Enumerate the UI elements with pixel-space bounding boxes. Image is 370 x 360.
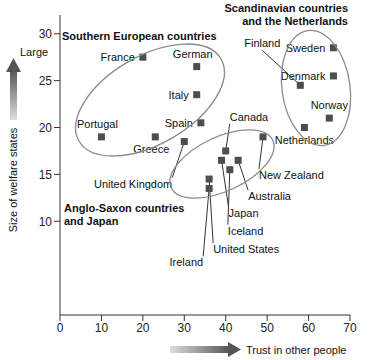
svg-text:Portugal: Portugal bbox=[77, 118, 118, 130]
svg-text:Norway: Norway bbox=[311, 99, 349, 111]
svg-text:Italy: Italy bbox=[169, 89, 190, 101]
svg-text:20: 20 bbox=[39, 121, 53, 135]
svg-text:Large: Large bbox=[20, 46, 48, 58]
svg-text:20: 20 bbox=[136, 321, 150, 335]
svg-text:50: 50 bbox=[260, 321, 274, 335]
svg-text:10: 10 bbox=[95, 321, 109, 335]
svg-text:and Japan: and Japan bbox=[64, 215, 119, 227]
svg-text:30: 30 bbox=[178, 321, 192, 335]
svg-text:Scandinavian countries: Scandinavian countries bbox=[225, 2, 348, 14]
svg-text:Netherlands: Netherlands bbox=[275, 134, 335, 146]
svg-text:25: 25 bbox=[39, 74, 53, 88]
svg-text:New Zealand: New Zealand bbox=[259, 169, 324, 181]
svg-text:Anglo-Saxon countries: Anglo-Saxon countries bbox=[64, 202, 184, 214]
svg-text:France: France bbox=[101, 51, 135, 63]
svg-text:15: 15 bbox=[39, 168, 53, 182]
svg-text:German: German bbox=[173, 48, 213, 60]
svg-text:Trust in other people: Trust in other people bbox=[246, 344, 346, 356]
svg-text:Southern European countries: Southern European countries bbox=[62, 30, 217, 42]
svg-text:Greece: Greece bbox=[133, 143, 169, 155]
svg-text:70: 70 bbox=[343, 321, 357, 335]
svg-text:United States: United States bbox=[213, 243, 280, 255]
svg-text:Size of welfare states: Size of welfare states bbox=[7, 127, 19, 232]
svg-text:Spain: Spain bbox=[165, 117, 193, 129]
svg-text:Ireland: Ireland bbox=[170, 256, 204, 268]
svg-text:40: 40 bbox=[219, 321, 233, 335]
svg-text:Sweden: Sweden bbox=[286, 42, 326, 54]
svg-text:Australia: Australia bbox=[248, 190, 292, 202]
svg-text:Finland: Finland bbox=[244, 37, 280, 49]
svg-text:United Kingdom: United Kingdom bbox=[94, 178, 172, 190]
svg-text:30: 30 bbox=[39, 27, 53, 41]
svg-text:Denmark: Denmark bbox=[281, 70, 326, 82]
svg-text:60: 60 bbox=[302, 321, 316, 335]
svg-text:Japan: Japan bbox=[229, 207, 259, 219]
svg-text:0: 0 bbox=[57, 321, 64, 335]
svg-text:Canada: Canada bbox=[230, 111, 269, 123]
svg-text:and the Netherlands: and the Netherlands bbox=[242, 15, 348, 27]
svg-text:10: 10 bbox=[39, 215, 53, 229]
svg-text:Iceland: Iceland bbox=[228, 225, 263, 237]
